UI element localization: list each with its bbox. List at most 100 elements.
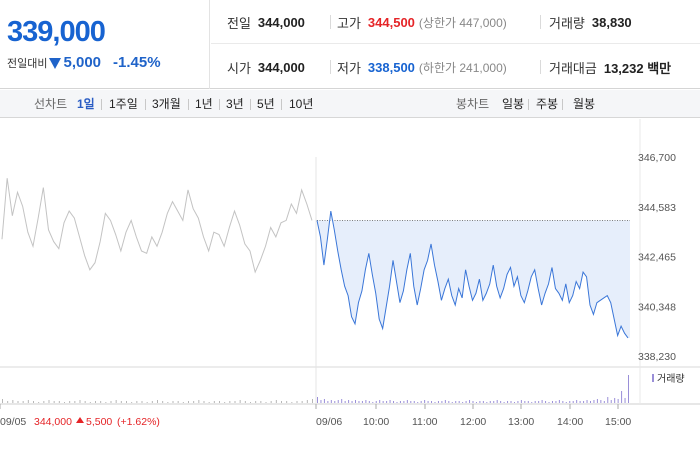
prev-day-summary: 344,000 5,500 (+1.62%): [34, 416, 160, 428]
volume-bar: [368, 401, 370, 403]
prev-day-price-line: [1, 178, 313, 274]
volume-bar: [617, 399, 619, 403]
volume-bar: [348, 400, 350, 403]
price-chart[interactable]: 346,700 344,583 342,465 340,348 338,230 09/0…: [0, 119, 700, 450]
volume-bar: [614, 398, 616, 403]
prev-close-label: 전일: [227, 15, 251, 31]
volume-label: 거래량: [549, 15, 585, 31]
volume-bar: [255, 401, 257, 403]
volume-bar: [27, 400, 29, 403]
volume-bar: [327, 401, 329, 403]
volume-bar: [162, 401, 164, 403]
period-1w-button[interactable]: 1주일: [109, 97, 138, 111]
volume-bar: [417, 402, 419, 403]
volume-bar: [203, 401, 205, 403]
high-cell: 고가 344,500 (상한가 447,000): [337, 0, 507, 44]
divider: [540, 15, 541, 29]
divider: [101, 99, 102, 110]
volume-bar: [403, 401, 405, 403]
volume-bar: [434, 402, 436, 403]
period-3y-button[interactable]: 3년: [226, 97, 244, 111]
period-3m-button[interactable]: 3개월: [152, 97, 181, 111]
volume-bar: [79, 400, 81, 403]
volume-bar: [393, 401, 395, 403]
volume-bar: [330, 400, 332, 403]
y-tick-label: 342,465: [638, 252, 676, 264]
divider: [145, 99, 146, 110]
volume-bar: [95, 401, 96, 403]
volume-bar: [600, 400, 602, 403]
stats-row-2: 시가 344,000 저가 338,500 (하한가 241,000) 거래대금…: [211, 45, 700, 89]
volume-bar: [355, 400, 357, 403]
stats-row-1: 전일 344,000 고가 344,500 (상한가 447,000) 거래량 …: [211, 0, 700, 44]
volume-bar: [448, 401, 450, 403]
divider: [528, 99, 529, 110]
volume-bar: [296, 401, 298, 403]
lower-limit: (하한가 241,000): [418, 60, 507, 75]
volume-bar: [510, 401, 512, 403]
period-1y-button[interactable]: 1년: [195, 97, 213, 111]
volume-bar: [48, 400, 50, 403]
volume-bar: [291, 402, 293, 403]
prev-day-change-percent: (+1.62%): [117, 416, 160, 428]
volume-bar: [22, 401, 24, 403]
volume-bar: [110, 401, 112, 403]
volume-bar: [444, 400, 446, 403]
volume-bar: [396, 402, 398, 403]
volume-bar: [565, 402, 567, 403]
candle-daily-button[interactable]: 일봉: [502, 97, 525, 111]
divider: [330, 15, 331, 29]
volume-bar: [589, 401, 591, 403]
volume-bar: [621, 391, 623, 403]
volume-bar: [250, 402, 251, 403]
volume-bar: [213, 401, 215, 403]
volume-bar: [317, 397, 318, 403]
period-5y-button[interactable]: 5년: [257, 97, 275, 111]
volume-bar: [441, 401, 443, 403]
volume-bar: [157, 400, 158, 403]
volume-bar: [301, 401, 303, 403]
volume-bar: [198, 400, 200, 403]
high-value: 344,500: [367, 14, 415, 30]
volume-bar: [239, 400, 241, 403]
volume-cell: 거래량 38,830: [549, 0, 632, 44]
volume-bar: [520, 400, 522, 403]
volume-bar: [469, 400, 471, 403]
volume-bar: [89, 402, 91, 403]
open-value: 344,000: [257, 59, 305, 75]
price-summary: 339,000 전일대비 5,000 -1.45%: [0, 0, 210, 89]
volume-bar: [455, 401, 457, 403]
period-1d-button[interactable]: 1일: [77, 97, 95, 111]
candle-weekly-button[interactable]: 주봉: [536, 97, 559, 111]
volume-bar: [534, 401, 536, 403]
volume-bar: [334, 401, 336, 403]
volume-bar: [524, 401, 526, 403]
volume-bar: [596, 399, 598, 403]
x-tick-label: 14:00: [557, 416, 583, 428]
volume-value: 38,830: [591, 14, 632, 30]
volume-bar: [270, 401, 272, 403]
volume-bar: [462, 402, 464, 403]
open-cell: 시가 344,000: [227, 45, 305, 89]
volume-bar: [569, 401, 571, 403]
chart-toolbar: 선차트 1일 1주일 3개월 1년 3년 5년 10년 봉차트 일봉 주봉 월봉: [0, 90, 700, 118]
volume-bar: [17, 401, 19, 403]
volume-bar: [126, 401, 127, 403]
volume-bar: [548, 402, 550, 403]
prev-close-value: 344,000: [257, 14, 305, 30]
volume-bars: [2, 375, 629, 403]
current-price: 339,000: [7, 16, 106, 48]
y-axis-labels: 346,700 344,583 342,465 340,348 338,230: [638, 152, 676, 363]
high-label: 고가: [337, 15, 361, 31]
candle-monthly-button[interactable]: 월봉: [573, 97, 596, 111]
volume-bar: [224, 402, 226, 403]
period-10y-button[interactable]: 10년: [289, 97, 314, 111]
volume-bar: [375, 401, 377, 403]
volume-bar: [420, 401, 422, 403]
volume-bar: [167, 402, 169, 403]
volume-bar: [151, 401, 153, 403]
volume-bar: [358, 401, 360, 403]
volume-bar: [208, 402, 210, 403]
volume-bar: [399, 401, 401, 403]
volume-bar: [551, 401, 553, 403]
